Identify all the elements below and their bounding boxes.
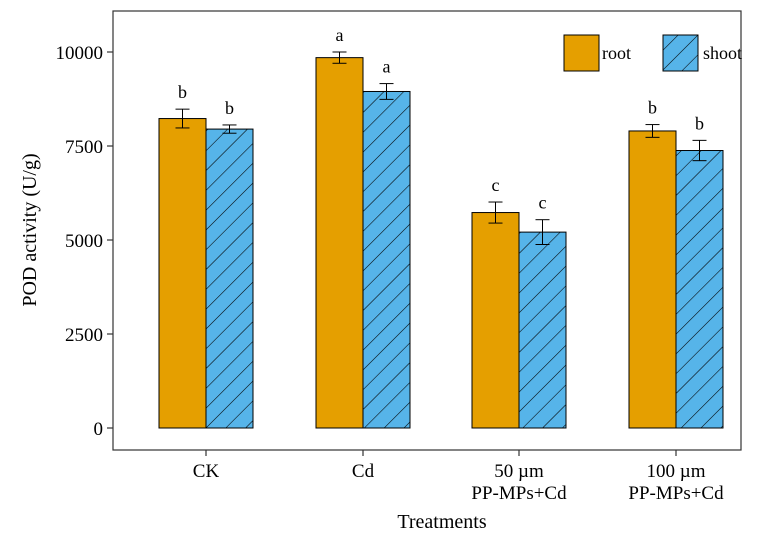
x-tick-label: PP-MPs+Cd [471, 483, 567, 504]
bar-shoot-1 [362, 90, 411, 429]
bar-root-3 [628, 130, 677, 429]
legend-swatch-shoot [662, 34, 699, 72]
bar-shoot-3 [675, 150, 724, 429]
x-axis-title: Treatments [397, 511, 486, 533]
bar-root-2 [471, 212, 520, 429]
legend-label-root: root [602, 43, 631, 63]
y-tick-label: 2500 [65, 325, 103, 346]
y-tick-label: 0 [94, 419, 104, 440]
legend-swatch-root [563, 34, 600, 72]
significance-label: b [695, 113, 704, 133]
significance-label: b [225, 98, 234, 118]
legend-label-shoot: shoot [703, 43, 742, 63]
plot-panel-border [112, 10, 742, 451]
y-tick-label: 7500 [65, 137, 103, 158]
y-axis-title: POD activity (U/g) [19, 153, 41, 306]
significance-label: c [539, 193, 547, 213]
x-tick-label: Cd [352, 461, 375, 482]
significance-label: a [383, 57, 391, 77]
significance-label: c [492, 175, 500, 195]
x-tick-label: 100 µm [647, 461, 706, 482]
bar-shoot-2 [518, 231, 567, 429]
bar-root-1 [315, 57, 364, 429]
x-tick-label: 50 µm [494, 461, 544, 482]
bar-shoot-0 [205, 128, 254, 429]
bar-root-0 [158, 118, 207, 429]
x-tick-label: CK [193, 461, 220, 482]
y-tick-label: 5000 [65, 231, 103, 252]
y-tick-label: 10000 [56, 43, 104, 64]
significance-label: b [648, 98, 657, 118]
significance-label: b [178, 82, 187, 102]
significance-label: a [336, 25, 344, 45]
x-tick-label: PP-MPs+Cd [628, 483, 724, 504]
